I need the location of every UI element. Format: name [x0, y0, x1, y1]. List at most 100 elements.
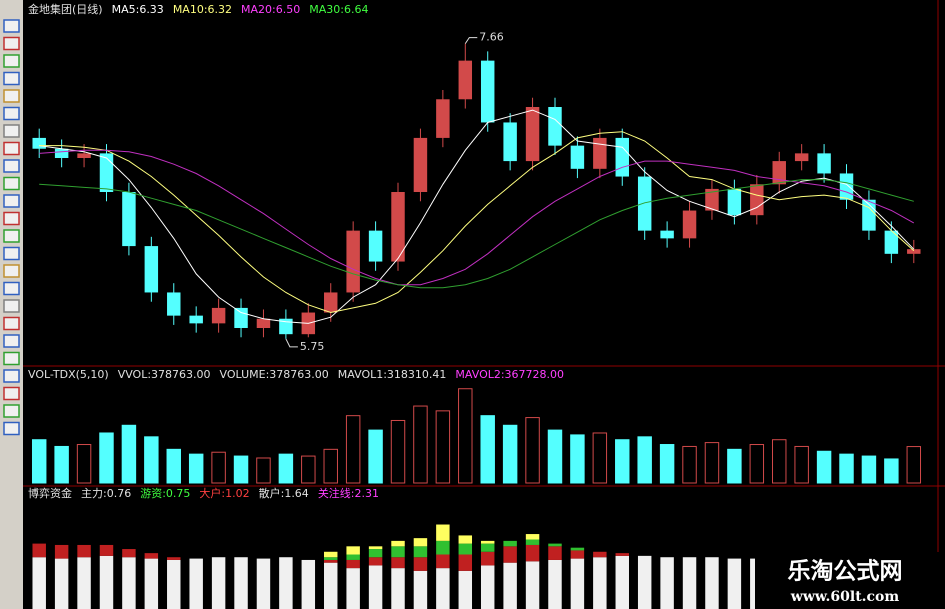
ma-line: [39, 149, 915, 286]
low-annotation: 5.75: [300, 340, 325, 353]
volume-bar: [233, 455, 249, 484]
indicator-bar: [391, 540, 405, 547]
indicator-bar: [413, 557, 428, 571]
panel-header: VVOL:378763.00: [118, 368, 211, 381]
candle-body: [413, 137, 428, 192]
indicator-bar: [436, 540, 450, 555]
indicator-bar: [368, 557, 383, 566]
toolbar-icon: [3, 404, 20, 418]
indicator-bar: [77, 544, 91, 558]
volume-bar: [772, 439, 787, 484]
indicator-bar: [615, 553, 629, 556]
indicator-bar: [593, 557, 607, 609]
candle-body: [368, 230, 383, 262]
panel-header: 主力:0.76: [81, 487, 131, 500]
candle-body: [480, 60, 495, 123]
toolbar-icon: [3, 124, 20, 138]
candle-body: [794, 153, 809, 162]
candle-body: [727, 188, 742, 216]
toolbar-icon: [3, 159, 20, 173]
panel-header: MA5:6.33: [112, 3, 164, 16]
indicator-bar: [77, 557, 91, 609]
indicator-bar: [480, 565, 495, 609]
indicator-bar: [525, 544, 540, 562]
toolbar-icon: [3, 54, 20, 68]
indicator-bar: [99, 555, 114, 609]
indicator-bar: [570, 558, 585, 609]
indicator-bar: [189, 558, 203, 609]
candle-body: [279, 318, 293, 335]
volume-bar: [211, 451, 226, 484]
panel-header: VOLUME:378763.00: [220, 368, 329, 381]
toolbar-icon: [3, 141, 20, 156]
panel-header: VOL-TDX(5,10): [28, 368, 109, 381]
toolbar-icon: [3, 421, 20, 436]
watermark-url: www.60lt.com: [790, 589, 900, 605]
toolbar-icon: [3, 229, 20, 243]
indicator-bar: [637, 555, 652, 609]
indicator-bar: [436, 568, 450, 609]
panel-header: 博弈资金: [28, 486, 72, 500]
indicator-bar: [368, 565, 383, 609]
volume-bar: [525, 417, 540, 484]
candle-body: [682, 210, 697, 239]
indicator-bar: [615, 555, 629, 609]
indicator-bar: [122, 557, 136, 609]
panel-header: 散户:1.64: [259, 486, 309, 500]
high-annotation: 7.66: [479, 31, 504, 44]
indicator-bar: [391, 546, 405, 558]
volume-bar: [345, 415, 361, 484]
candle-body: [637, 176, 652, 231]
indicator-bar: [503, 546, 517, 563]
candle-body: [99, 153, 114, 192]
volume-bar: [861, 455, 877, 484]
toolbar-icon: [3, 106, 20, 121]
toolbar-icon: [3, 264, 20, 278]
toolbar-icons: [3, 19, 20, 436]
indicator-bar: [167, 559, 181, 609]
volume-bar: [435, 410, 451, 484]
indicator-bar: [548, 543, 562, 547]
candle-body: [570, 145, 585, 169]
volume-bar: [166, 448, 181, 484]
indicator-bar: [144, 558, 159, 609]
volume-bar: [906, 446, 922, 484]
candle-body: [884, 230, 899, 254]
toolbar-icon: [3, 89, 20, 103]
indicator-bar: [503, 540, 517, 547]
candle-body: [346, 230, 360, 293]
candle-body: [705, 188, 719, 211]
indicator-bar: [32, 543, 46, 558]
volume-bar: [121, 424, 137, 484]
indicator-bar: [458, 535, 473, 544]
volume-bar: [502, 424, 518, 484]
indicator-bar: [391, 568, 405, 609]
indicator-bar: [727, 558, 742, 609]
volume-bar: [301, 455, 316, 484]
panel-header: MAVOL1:318310.41: [338, 368, 447, 381]
volume-bar: [76, 444, 92, 484]
indicator-bar: [346, 559, 360, 569]
volume-bar: [659, 444, 675, 484]
indicator-bar: [480, 551, 495, 566]
volume-bar: [368, 429, 383, 484]
candle-body: [548, 107, 562, 146]
toolbar-icon: [3, 369, 20, 383]
indicator-bar: [548, 546, 562, 560]
toolbar-icon: [3, 281, 20, 296]
indicator-bar: [144, 553, 159, 559]
toolbar-icon: [3, 386, 20, 401]
indicator-bar: [480, 540, 495, 544]
indicator-bar: [391, 557, 405, 569]
candle-body: [256, 318, 271, 328]
indicator-bar: [167, 557, 181, 560]
candle-body: [525, 107, 540, 162]
volume-bar: [54, 445, 69, 484]
indicator-bar: [593, 551, 607, 558]
toolbar-icon: [3, 19, 20, 33]
indicator-bar: [503, 562, 517, 609]
indicator-bar: [54, 544, 69, 559]
panel-header: 大户:1.02: [199, 486, 249, 500]
indicator-bar: [436, 554, 450, 569]
toolbar-icon: [3, 211, 20, 226]
